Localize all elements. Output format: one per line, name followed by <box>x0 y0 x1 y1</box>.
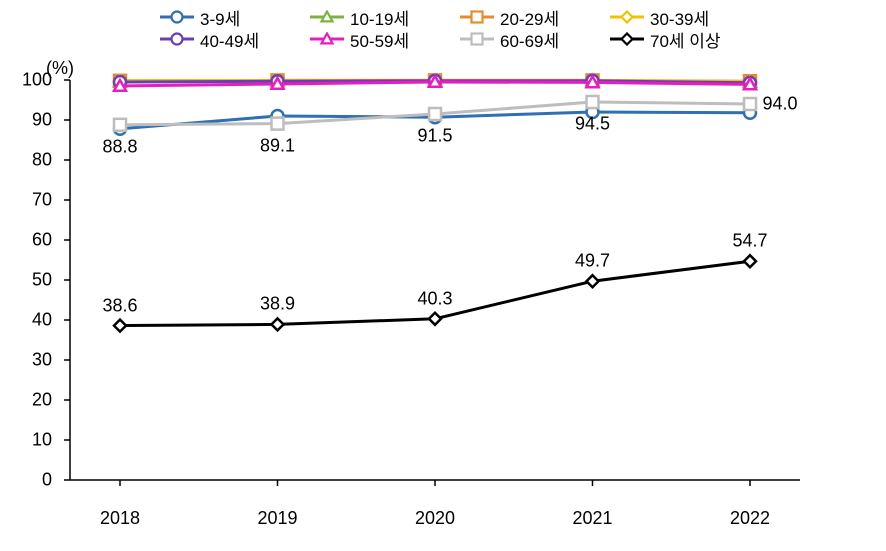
y-tick-label: 50 <box>8 270 52 291</box>
legend: 3-9세10-19세20-29세30-39세 40-49세 50-59세 60-69세… <box>160 6 780 50</box>
chart-container: 3-9세10-19세20-29세30-39세 40-49세 50-59세 60-69세… <box>0 0 886 551</box>
legend-label: 60-69세 <box>500 27 559 52</box>
chart-svg <box>60 60 860 500</box>
series-marker <box>587 275 599 287</box>
series-marker <box>272 118 284 130</box>
data-label: 40.3 <box>417 288 452 309</box>
y-tick-label: 100 <box>8 70 52 91</box>
legend-label: 70세 이상 <box>650 27 721 52</box>
legend-item: 3-9세 <box>160 6 310 28</box>
series-marker <box>429 313 441 325</box>
series-marker <box>114 119 126 131</box>
series-marker <box>744 255 756 267</box>
data-label: 49.7 <box>575 251 610 272</box>
series-marker <box>272 318 284 330</box>
data-label: 54.7 <box>732 231 767 252</box>
x-tick-label: 2018 <box>100 508 140 529</box>
y-tick-label: 60 <box>8 230 52 251</box>
legend-label: 50-59세 <box>350 27 409 52</box>
y-tick-label: 40 <box>8 310 52 331</box>
series-marker <box>744 98 756 110</box>
y-tick-label: 20 <box>8 390 52 411</box>
y-tick-label: 80 <box>8 150 52 171</box>
legend-item: 40-49세 <box>160 28 310 50</box>
x-tick-label: 2019 <box>257 508 297 529</box>
legend-label: 40-49세 <box>200 27 259 52</box>
legend-item: 30-39세 <box>610 6 760 28</box>
legend-item: 50-59세 <box>310 28 460 50</box>
data-label: 88.8 <box>102 136 137 157</box>
data-label: 38.6 <box>102 295 137 316</box>
series-marker <box>429 108 441 120</box>
y-tick-label: 90 <box>8 110 52 131</box>
plot-area: 0102030405060708090100201820192020202120… <box>60 60 860 500</box>
data-label: 94.0 <box>762 94 797 115</box>
legend-item: 70세 이상 <box>610 28 760 50</box>
y-tick-label: 70 <box>8 190 52 211</box>
series-marker <box>114 320 126 332</box>
data-label: 94.5 <box>575 114 610 135</box>
data-label: 38.9 <box>260 294 295 315</box>
x-tick-label: 2020 <box>415 508 455 529</box>
legend-item: 10-19세 <box>310 6 460 28</box>
data-label: 89.1 <box>260 135 295 156</box>
data-label: 91.5 <box>417 126 452 147</box>
y-tick-label: 30 <box>8 350 52 371</box>
y-tick-label: 0 <box>8 470 52 491</box>
x-tick-label: 2021 <box>572 508 612 529</box>
legend-item: 60-69세 <box>460 28 610 50</box>
legend-item: 20-29세 <box>460 6 610 28</box>
x-tick-label: 2022 <box>730 508 770 529</box>
y-tick-label: 10 <box>8 430 52 451</box>
series-marker <box>587 96 599 108</box>
